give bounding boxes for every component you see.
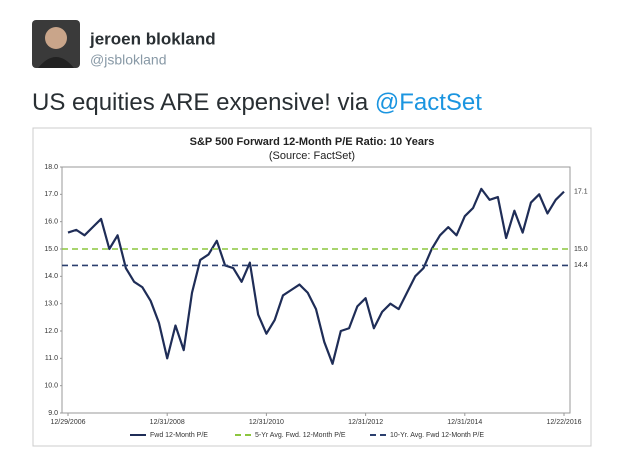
y-tick-label: 17.0 bbox=[44, 191, 58, 198]
y-tick-label: 14.0 bbox=[44, 273, 58, 280]
tweet-body: US equities ARE expensive! via bbox=[32, 89, 369, 116]
tweet-text: US equities ARE expensive! via @FactSet bbox=[32, 89, 482, 116]
end-label: 14.4 bbox=[574, 262, 588, 269]
chart-frame bbox=[32, 127, 592, 447]
mention-link[interactable]: @FactSet bbox=[375, 89, 482, 116]
legend-label: 10-Yr. Avg. Fwd 12-Month P/E bbox=[390, 432, 484, 439]
legend-label: Fwd 12-Month P/E bbox=[150, 432, 208, 439]
legend-label: 5-Yr Avg. Fwd. 12-Month P/E bbox=[255, 432, 346, 439]
chart-subtitle: (Source: FactSet) bbox=[269, 150, 355, 162]
end-label: 15.0 bbox=[574, 246, 588, 253]
y-tick-label: 15.0 bbox=[44, 246, 58, 253]
y-tick-label: 12.0 bbox=[44, 328, 58, 335]
author-handle[interactable]: @jsblokland bbox=[90, 52, 166, 68]
author-name[interactable]: jeroen blokland bbox=[89, 29, 216, 48]
x-tick-label: 12/31/2012 bbox=[348, 419, 383, 426]
avatar[interactable] bbox=[32, 20, 80, 68]
y-tick-label: 13.0 bbox=[44, 301, 58, 308]
plot-area bbox=[61, 166, 571, 414]
x-tick-label: 12/29/2006 bbox=[50, 419, 85, 426]
series-line bbox=[67, 187, 565, 365]
x-tick-label: 12/31/2014 bbox=[447, 419, 482, 426]
x-tick-label: 12/31/2010 bbox=[249, 419, 284, 426]
x-tick-label: 12/31/2008 bbox=[150, 419, 185, 426]
y-tick-label: 11.0 bbox=[45, 355, 58, 362]
x-tick-label: 12/22/2016 bbox=[546, 419, 581, 426]
y-tick-label: 9.0 bbox=[48, 410, 58, 417]
y-tick-label: 10.0 bbox=[44, 383, 58, 390]
chart-title: S&P 500 Forward 12-Month P/E Ratio: 10 Y… bbox=[190, 136, 435, 148]
end-label: 17.1 bbox=[574, 188, 588, 195]
y-tick-label: 18.0 bbox=[44, 164, 58, 171]
y-tick-label: 16.0 bbox=[44, 219, 58, 226]
